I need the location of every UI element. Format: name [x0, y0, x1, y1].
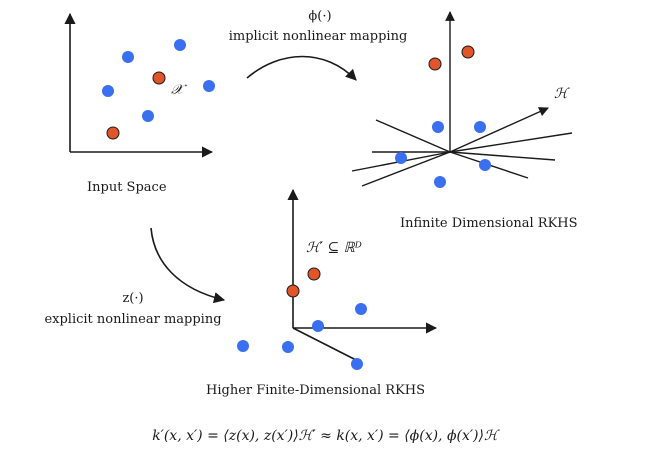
rkhs-point-blue [432, 121, 444, 133]
implicit-mapping: ϕ(·) implicit nonlinear mapping [229, 9, 408, 81]
implicit-mapping-description: implicit nonlinear mapping [229, 29, 408, 44]
rkhs-point-blue [434, 176, 446, 188]
finite-point-blue [282, 341, 294, 353]
finite-z-axis [292, 327, 357, 361]
finite-point-blue [351, 358, 363, 370]
finite-point-red [307, 267, 321, 281]
input-space-panel: 𝒳 Input Space [64, 12, 215, 195]
finite-point-blue [355, 303, 367, 315]
input-point-blue [203, 80, 215, 92]
rkhs-spoke [449, 151, 556, 161]
rkhs-spoke [449, 132, 573, 153]
input-point-blue [122, 51, 134, 63]
rkhs-point-red [428, 57, 442, 71]
finite-rkhs-panel: ℋ′ ⊆ ℝᴰ Higher Finite-Dimensional RKHS [206, 188, 438, 398]
rkhs-spoke [449, 107, 549, 153]
input-point-blue [174, 39, 186, 51]
explicit-mapping-arrow [150, 227, 226, 304]
infinite-rkhs-caption: Infinite Dimensional RKHS [400, 216, 578, 231]
kernel-approximation-formula: k′(x, x′) = ⟨z(x), z(x′)⟩ℋ′ ≈ k(x, x′) =… [152, 428, 500, 444]
finite-rkhs-caption: Higher Finite-Dimensional RKHS [206, 383, 425, 398]
finite-space-label: ℋ′ ⊆ ℝᴰ [306, 240, 362, 256]
rkhs-point-blue [479, 159, 491, 171]
input-set-label: 𝒳 [171, 82, 187, 98]
explicit-mapping: z(·) explicit nonlinear mapping [44, 227, 226, 327]
infinite-rkhs-panel: ℋ Infinite Dimensional RKHS [351, 11, 578, 231]
rkhs-point-blue [474, 121, 486, 133]
implicit-mapping-symbol: ϕ(·) [308, 9, 331, 24]
rkhs-point-blue [395, 152, 407, 164]
implicit-mapping-arrow [246, 55, 357, 81]
rkhs-point-red [461, 45, 475, 59]
rkhs-spoke [361, 151, 451, 187]
input-space-caption: Input Space [87, 180, 167, 195]
input-point-red [152, 71, 166, 85]
input-point-blue [102, 85, 114, 97]
rkhs-spoke [375, 119, 451, 153]
explicit-mapping-description: explicit nonlinear mapping [44, 312, 221, 327]
explicit-mapping-symbol: z(·) [122, 291, 143, 306]
input-point-red [106, 126, 120, 140]
finite-point-red [286, 284, 300, 298]
input-point-blue [142, 110, 154, 122]
finite-point-blue [237, 340, 249, 352]
finite-point-blue [312, 320, 324, 332]
rkhs-space-label: ℋ [554, 86, 570, 102]
